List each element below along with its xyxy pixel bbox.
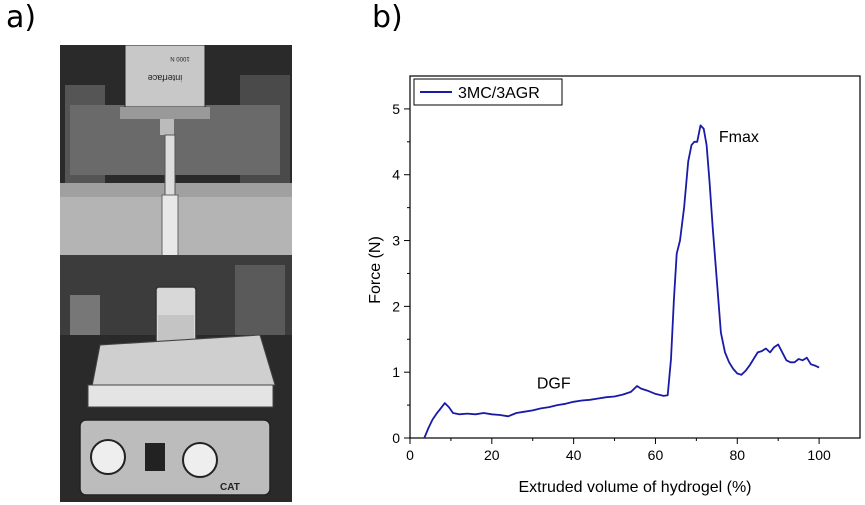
load-cell-rating: 1000 N — [170, 55, 189, 61]
series-line — [423, 124, 820, 439]
x-tick-label: 20 — [484, 447, 500, 463]
x-axis-label: Extruded volume of hydrogel (%) — [519, 479, 752, 496]
annotation-label: DGF — [537, 376, 571, 393]
y-tick-label: 4 — [392, 167, 400, 183]
plot-frame — [409, 75, 861, 439]
chart-marks: 3MC/3AGR Fmax DGF — [413, 78, 820, 439]
x-tick-label: 0 — [406, 447, 414, 463]
hotplate-brand: CAT — [220, 482, 240, 493]
load-cell-brand: interface — [148, 73, 183, 83]
y-axis-label: Force (N) — [367, 236, 384, 304]
y-tick-label: 3 — [392, 233, 400, 249]
x-tick-label: 100 — [807, 447, 831, 463]
y-tick-label: 2 — [392, 298, 400, 314]
x-tick-label: 80 — [729, 447, 745, 463]
panel-label-b: b) — [372, 0, 403, 35]
legend: 3MC/3AGR — [413, 78, 563, 106]
annotation-label: Fmax — [719, 129, 759, 146]
y-tick-label: 0 — [392, 430, 400, 446]
y-tick-label: 5 — [392, 101, 400, 117]
x-tick-label: 40 — [566, 447, 582, 463]
panel-label-a: a) — [6, 0, 37, 35]
x-tick-label: 60 — [648, 447, 664, 463]
y-tick-label: 1 — [392, 364, 400, 380]
legend-label: 3MC/3AGR — [458, 85, 540, 102]
chart-axes: 0 20 40 60 80 100 0 1 2 3 4 5 — [392, 75, 861, 463]
experimental-setup-photo: interface 1000 N CAT — [60, 45, 292, 502]
